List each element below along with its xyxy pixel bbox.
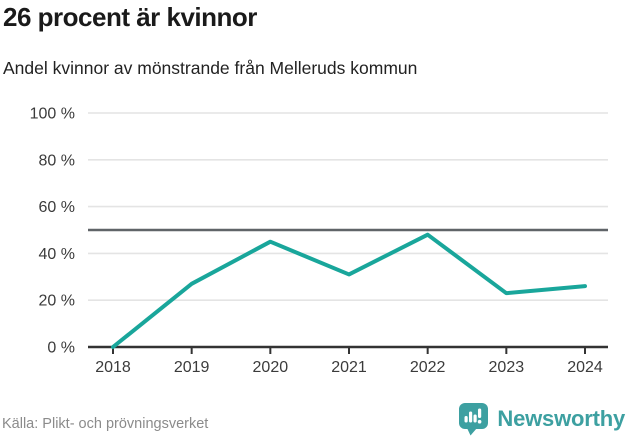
data-line	[111, 232, 587, 349]
y-tick-label: 60 %	[39, 199, 75, 216]
x-tick-label: 2018	[95, 359, 131, 376]
x-tick-label: 2021	[331, 359, 367, 376]
x-tick-label: 2024	[567, 359, 603, 376]
brand-name: Newsworthy	[497, 406, 625, 431]
x-tick-label: 2019	[174, 359, 210, 376]
newsworthy-logo-icon	[459, 403, 489, 436]
newsworthy-logo: Newsworthy	[458, 402, 625, 436]
y-tick-label: 0 %	[47, 340, 75, 357]
chart-subtitle: Andel kvinnor av mönstrande från Melleru…	[3, 58, 418, 78]
y-tick-label: 100 %	[30, 106, 75, 123]
y-tick-label: 80 %	[39, 152, 75, 169]
y-tick-label: 20 %	[39, 293, 75, 310]
chart-title: 26 procent är kvinnor	[3, 2, 257, 32]
x-tick-label: 2023	[489, 359, 525, 376]
y-tick-label: 40 %	[39, 246, 75, 263]
source-text: Källa: Plikt- och prövningsverket	[2, 416, 209, 432]
x-tick-label: 2022	[410, 359, 446, 376]
x-tick-label: 2020	[253, 359, 289, 376]
